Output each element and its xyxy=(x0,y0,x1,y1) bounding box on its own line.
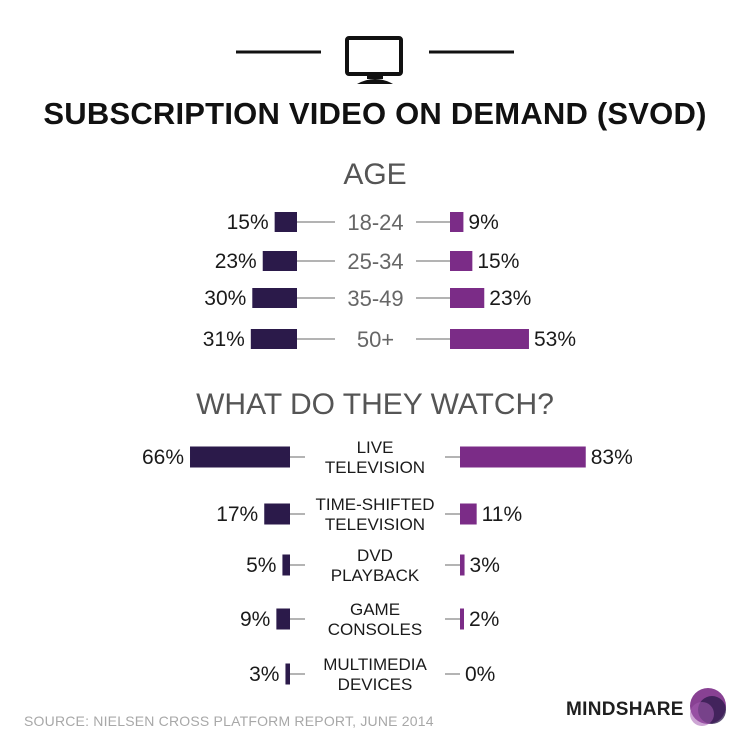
bar-left xyxy=(264,503,290,525)
value-label-left: 17% xyxy=(216,503,258,526)
main-title: SUBSCRIPTION VIDEO ON DEMAND (SVOD) xyxy=(43,96,707,131)
category-label-line1: MULTIMEDIA xyxy=(323,655,427,674)
category-label-line2: CONSOLES xyxy=(328,620,422,639)
bar-right xyxy=(450,329,529,349)
value-label-left: 30% xyxy=(204,287,246,310)
category-label-line2: PLAYBACK xyxy=(331,566,420,585)
tv-monitor-icon xyxy=(345,36,403,84)
value-label-right: 15% xyxy=(477,250,519,273)
mindshare-logo: MINDSHARE xyxy=(566,684,736,736)
watch-section-heading: WHAT DO THEY WATCH? xyxy=(196,388,554,421)
category-label-line1: TIME-SHIFTED xyxy=(316,495,435,514)
logo-text: MINDSHARE xyxy=(566,699,684,720)
bar-right xyxy=(460,503,477,525)
category-label-line2: TELEVISION xyxy=(325,458,425,477)
category-label-line2: TELEVISION xyxy=(325,515,425,534)
value-label-right: 3% xyxy=(470,554,500,577)
bar-left xyxy=(276,608,290,630)
value-label-left: 23% xyxy=(215,250,257,273)
bar-right xyxy=(450,212,464,232)
category-label-line2: DEVICES xyxy=(338,675,413,694)
value-label-left: 15% xyxy=(227,211,269,234)
value-label-right: 23% xyxy=(489,287,531,310)
bar-right xyxy=(450,288,485,308)
age-section-heading: AGE xyxy=(343,158,407,191)
value-label-left: 31% xyxy=(203,328,245,351)
value-label-left: 5% xyxy=(246,554,276,577)
bar-left xyxy=(262,251,297,271)
value-label-right: 2% xyxy=(469,608,499,631)
bar-right xyxy=(450,251,473,271)
bar-left xyxy=(282,554,290,576)
category-label: 50+ xyxy=(357,327,394,352)
value-label-right: 53% xyxy=(534,328,576,351)
value-label-left: 3% xyxy=(249,663,279,686)
category-label: 25-34 xyxy=(347,249,403,274)
bar-left xyxy=(274,212,297,232)
value-label-left: 9% xyxy=(240,608,270,631)
header-decoration xyxy=(236,36,514,84)
bar-left xyxy=(285,663,290,685)
category-label-line1: DVD xyxy=(357,546,393,565)
category-label-line1: LIVE xyxy=(357,438,394,457)
bar-right xyxy=(460,554,465,576)
bar-right xyxy=(460,608,464,630)
bar-right xyxy=(460,446,586,468)
bar-left xyxy=(252,288,297,308)
mindshare-logo-mark xyxy=(690,688,726,726)
bar-left xyxy=(190,446,290,468)
bar-left xyxy=(250,329,297,349)
value-label-right: 9% xyxy=(468,211,498,234)
value-label-right: 0% xyxy=(465,663,495,686)
value-label-left: 66% xyxy=(142,446,184,469)
value-label-right: 11% xyxy=(482,503,522,526)
value-label-right: 83% xyxy=(591,446,633,469)
category-label: 18-24 xyxy=(347,210,403,235)
category-label-line1: GAME xyxy=(350,600,400,619)
source-note: SOURCE: NIELSEN CROSS PLATFORM REPORT, J… xyxy=(24,713,434,729)
category-label: 35-49 xyxy=(347,286,403,311)
